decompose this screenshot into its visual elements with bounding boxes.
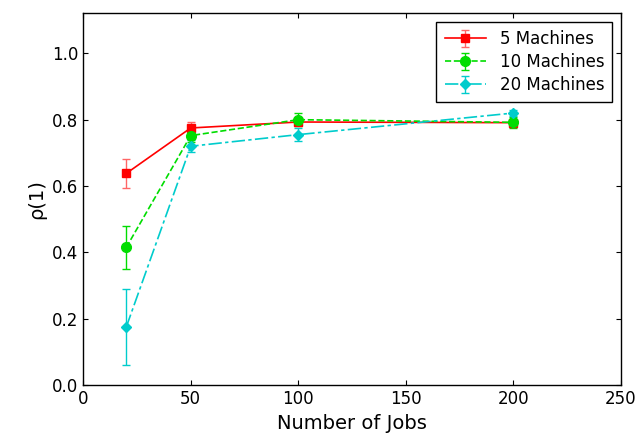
Y-axis label: ρ(1): ρ(1) <box>28 179 47 220</box>
Legend: 5 Machines, 10 Machines, 20 Machines: 5 Machines, 10 Machines, 20 Machines <box>436 22 612 103</box>
X-axis label: Number of Jobs: Number of Jobs <box>277 414 427 433</box>
